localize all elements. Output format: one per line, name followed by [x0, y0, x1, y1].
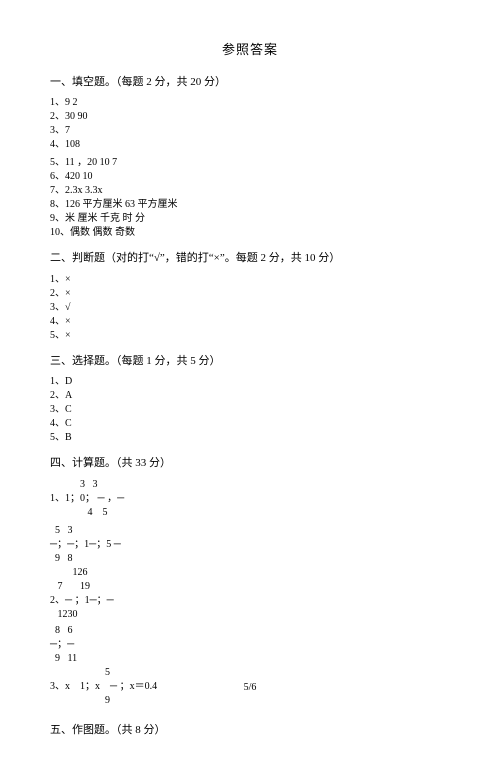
answer-key-page: 参照答案 一、填空题。（每题 2 分，共 20 分） 1、9 2 2、30 90…: [0, 0, 500, 764]
s1-l10: 10、偶数 偶数 奇数: [50, 226, 450, 240]
s4-q1-top: 3 3: [50, 478, 450, 492]
s4-q2-top: 7 19: [50, 580, 450, 594]
s4-q1-1: 1、1；0； ─ ，─: [50, 492, 450, 506]
s4-q1-4: ─；─；1─；5 ─: [50, 538, 450, 552]
s4-q2-2: 1230: [50, 608, 450, 622]
s1-l1: 1、9 2: [50, 96, 450, 110]
s4-q2-3: 8 6: [50, 624, 450, 638]
s1-l5: 5、11 ，20 10 7: [50, 156, 450, 170]
s4-q3-1: 5: [50, 666, 450, 680]
s4-q1-3: 5 3: [50, 524, 450, 538]
section-4-head: 四、计算题。（共 33 分）: [50, 455, 450, 472]
s3-l2: 2、A: [50, 389, 450, 403]
s2-l5: 5、×: [50, 329, 450, 343]
s1-l3: 3、7: [50, 124, 450, 138]
page-number: 5/6: [0, 682, 500, 693]
s1-l7: 7、2.3x 3.3x: [50, 184, 450, 198]
s1-l9: 9、米 厘米 千克 时 分: [50, 212, 450, 226]
s2-l2: 2、×: [50, 287, 450, 301]
s4-q1-2: 4 5: [50, 506, 450, 520]
s4-q1-5: 9 8: [50, 552, 450, 566]
page-title: 参照答案: [50, 40, 450, 60]
section-3-head: 三、选择题。（每题 1 分，共 5 分）: [50, 353, 450, 370]
s1-l4: 4、108: [50, 138, 450, 152]
s1-l6: 6、420 10: [50, 170, 450, 184]
s2-l1: 1、×: [50, 273, 450, 287]
s4-q2-5: 9 11: [50, 652, 450, 666]
section-1-head: 一、填空题。（每题 2 分，共 20 分）: [50, 74, 450, 91]
s4-q2-4: ─；─: [50, 638, 450, 652]
s4-q1-6: 126: [50, 566, 450, 580]
s3-l4: 4、C: [50, 417, 450, 431]
s1-l8: 8、126 平方厘米 63 平方厘米: [50, 198, 450, 212]
section-5-head: 五、作图题。（共 8 分）: [50, 722, 450, 739]
s3-l3: 3、C: [50, 403, 450, 417]
s4-q2-1: 2、─ ；1─；─: [50, 594, 450, 608]
s2-l4: 4、×: [50, 315, 450, 329]
s4-q3-3: 9: [50, 694, 450, 708]
s1-l2: 2、30 90: [50, 110, 450, 124]
section-2-head: 二、判断题（对的打“√”，错的打“×”。每题 2 分，共 10 分）: [50, 250, 450, 267]
s3-l5: 5、B: [50, 431, 450, 445]
s2-l3: 3、√: [50, 301, 450, 315]
s3-l1: 1、D: [50, 375, 450, 389]
